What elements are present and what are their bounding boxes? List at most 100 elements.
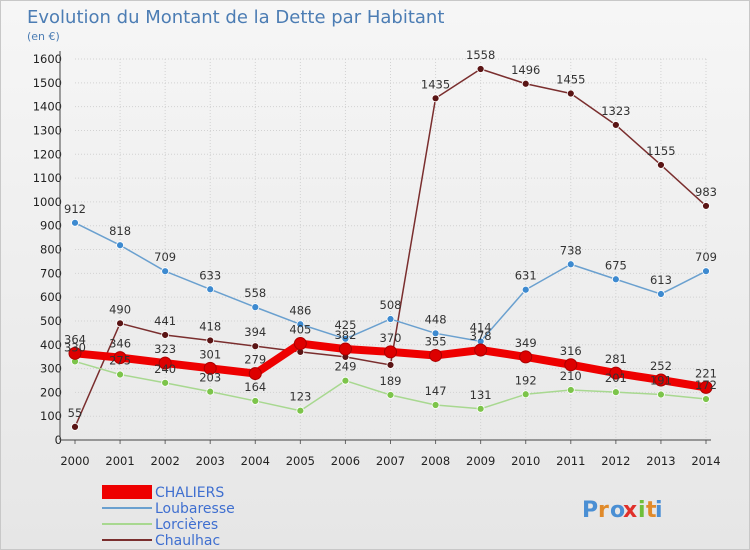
x-tick-label: 2012 xyxy=(601,454,630,468)
y-tick-label: 1300 xyxy=(33,123,62,137)
data-label: 1496 xyxy=(511,63,540,77)
logo-letter: P xyxy=(582,498,598,523)
y-tick-label: 200 xyxy=(40,385,62,399)
y-tick-label: 1400 xyxy=(33,100,62,114)
data-point xyxy=(296,406,305,415)
data-point xyxy=(251,397,260,405)
data-point xyxy=(161,267,170,276)
data-label: 355 xyxy=(425,334,447,348)
chart-subtitle: (en €) xyxy=(27,30,60,43)
data-label: 301 xyxy=(199,347,221,361)
data-label: 912 xyxy=(64,202,86,216)
data-point xyxy=(161,331,170,339)
data-label: 425 xyxy=(334,318,356,332)
data-label: 346 xyxy=(109,337,131,351)
y-tick-label: 1500 xyxy=(33,76,62,90)
logo-letter: r xyxy=(598,498,609,523)
data-label: 508 xyxy=(380,298,402,312)
x-tick-label: 2004 xyxy=(241,454,270,468)
data-point xyxy=(251,303,260,312)
data-label: 1323 xyxy=(601,104,630,118)
data-label: 414 xyxy=(470,320,492,334)
data-point xyxy=(429,348,443,362)
data-point xyxy=(431,94,440,103)
data-point xyxy=(251,342,260,351)
y-tick-label: 1000 xyxy=(33,195,62,209)
logo-letter: i xyxy=(655,498,663,523)
data-label: 633 xyxy=(199,268,221,282)
x-tick-label: 2008 xyxy=(421,454,450,468)
series-chaulhac xyxy=(71,65,710,431)
data-point xyxy=(566,260,575,269)
data-point xyxy=(116,241,124,250)
data-label: 631 xyxy=(515,269,537,283)
data-label: 418 xyxy=(199,319,221,333)
data-label: 405 xyxy=(289,323,311,337)
x-tick-label: 2000 xyxy=(60,454,89,468)
data-point xyxy=(654,373,668,387)
data-label: 613 xyxy=(650,273,672,287)
data-point xyxy=(338,342,352,356)
data-point xyxy=(519,350,533,364)
legend-label: Loubaresse xyxy=(155,501,235,517)
data-point xyxy=(341,376,350,385)
data-point xyxy=(206,285,215,294)
data-label: 675 xyxy=(605,258,627,272)
data-point xyxy=(702,202,710,210)
data-label: 709 xyxy=(154,250,176,264)
x-tick-label: 2006 xyxy=(331,454,360,468)
data-point xyxy=(296,320,305,329)
y-tick-label: 0 xyxy=(55,433,62,447)
data-label: 490 xyxy=(109,302,131,316)
data-label: 147 xyxy=(425,384,447,398)
data-label: 192 xyxy=(515,373,537,387)
data-point xyxy=(71,218,79,227)
data-point xyxy=(116,319,124,328)
series-lorcières xyxy=(71,357,710,415)
data-label: 1155 xyxy=(646,144,675,158)
data-label: 382 xyxy=(334,328,356,342)
x-tick-label: 2009 xyxy=(466,454,495,468)
data-label: 55 xyxy=(68,406,83,420)
data-label: 448 xyxy=(425,312,447,326)
data-label: 441 xyxy=(154,314,176,328)
data-label: 370 xyxy=(380,331,402,345)
data-point xyxy=(116,370,124,379)
data-point xyxy=(248,367,262,381)
x-tick-label: 2014 xyxy=(691,454,720,468)
data-label: 279 xyxy=(244,353,266,367)
data-label: 558 xyxy=(244,286,266,300)
data-label: 240 xyxy=(154,362,176,376)
y-tick-label: 700 xyxy=(40,266,62,280)
data-label: 221 xyxy=(695,366,717,380)
data-label: 709 xyxy=(695,250,717,264)
y-tick-label: 100 xyxy=(40,409,62,423)
data-point xyxy=(699,380,713,394)
data-point xyxy=(161,378,170,387)
data-label: 1455 xyxy=(556,73,585,87)
data-point xyxy=(521,285,530,294)
data-point xyxy=(384,345,397,359)
legend-label: Lorcières xyxy=(155,517,218,533)
logo-letter: i xyxy=(638,498,646,523)
data-point xyxy=(702,395,710,403)
x-tick-label: 2011 xyxy=(556,454,585,468)
data-point xyxy=(68,346,82,360)
data-point xyxy=(521,79,530,88)
y-tick-label: 1600 xyxy=(33,52,62,66)
y-tick-label: 1100 xyxy=(33,171,62,185)
data-label: 349 xyxy=(515,336,537,350)
data-label: 201 xyxy=(605,371,627,385)
data-label: 378 xyxy=(470,329,492,343)
data-point xyxy=(476,65,485,73)
logo-letter: o xyxy=(610,498,625,523)
data-label: 1558 xyxy=(466,48,495,62)
data-point xyxy=(609,366,623,380)
data-label: 123 xyxy=(289,390,311,404)
data-point xyxy=(702,267,710,276)
data-label: 738 xyxy=(560,243,582,257)
